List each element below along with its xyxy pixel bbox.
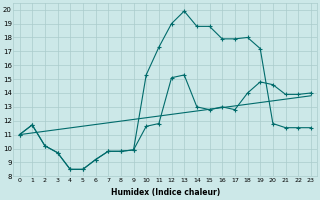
X-axis label: Humidex (Indice chaleur): Humidex (Indice chaleur) (111, 188, 220, 197)
